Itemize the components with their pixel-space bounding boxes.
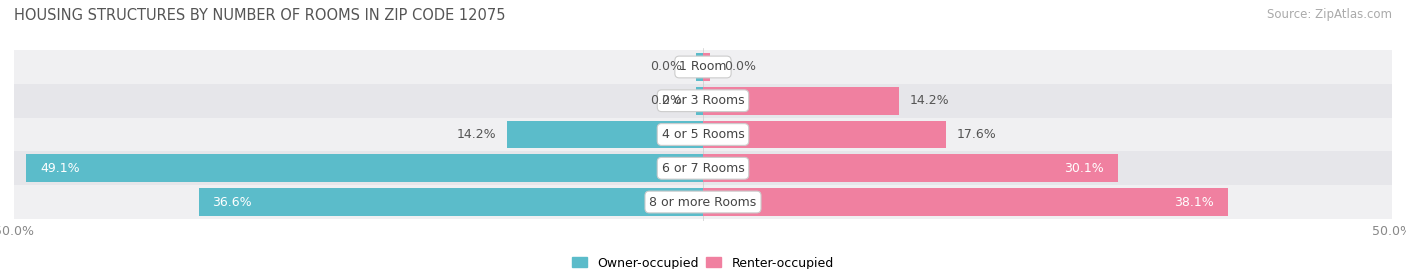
Bar <box>508 121 703 148</box>
Bar <box>696 87 703 115</box>
Bar <box>703 188 1227 216</box>
Bar <box>27 154 703 182</box>
Text: 49.1%: 49.1% <box>41 162 80 175</box>
Text: 1 Room: 1 Room <box>679 61 727 73</box>
Text: 38.1%: 38.1% <box>1174 196 1215 208</box>
Text: 4 or 5 Rooms: 4 or 5 Rooms <box>662 128 744 141</box>
Legend: Owner-occupied, Renter-occupied: Owner-occupied, Renter-occupied <box>568 252 838 269</box>
Text: 36.6%: 36.6% <box>212 196 252 208</box>
Text: HOUSING STRUCTURES BY NUMBER OF ROOMS IN ZIP CODE 12075: HOUSING STRUCTURES BY NUMBER OF ROOMS IN… <box>14 8 506 23</box>
Bar <box>14 84 1392 118</box>
Text: 8 or more Rooms: 8 or more Rooms <box>650 196 756 208</box>
Bar <box>14 50 1392 84</box>
Text: Source: ZipAtlas.com: Source: ZipAtlas.com <box>1267 8 1392 21</box>
Bar <box>14 151 1392 185</box>
Text: 17.6%: 17.6% <box>956 128 997 141</box>
Text: 14.2%: 14.2% <box>910 94 949 107</box>
Bar <box>696 53 703 81</box>
Bar <box>703 121 945 148</box>
Bar <box>14 185 1392 219</box>
Bar <box>703 53 710 81</box>
Text: 2 or 3 Rooms: 2 or 3 Rooms <box>662 94 744 107</box>
Bar <box>14 118 1392 151</box>
Bar <box>703 87 898 115</box>
Text: 14.2%: 14.2% <box>457 128 496 141</box>
Text: 0.0%: 0.0% <box>651 61 682 73</box>
Bar <box>703 154 1118 182</box>
Bar <box>198 188 703 216</box>
Text: 0.0%: 0.0% <box>724 61 755 73</box>
Text: 6 or 7 Rooms: 6 or 7 Rooms <box>662 162 744 175</box>
Text: 0.0%: 0.0% <box>651 94 682 107</box>
Text: 30.1%: 30.1% <box>1064 162 1104 175</box>
